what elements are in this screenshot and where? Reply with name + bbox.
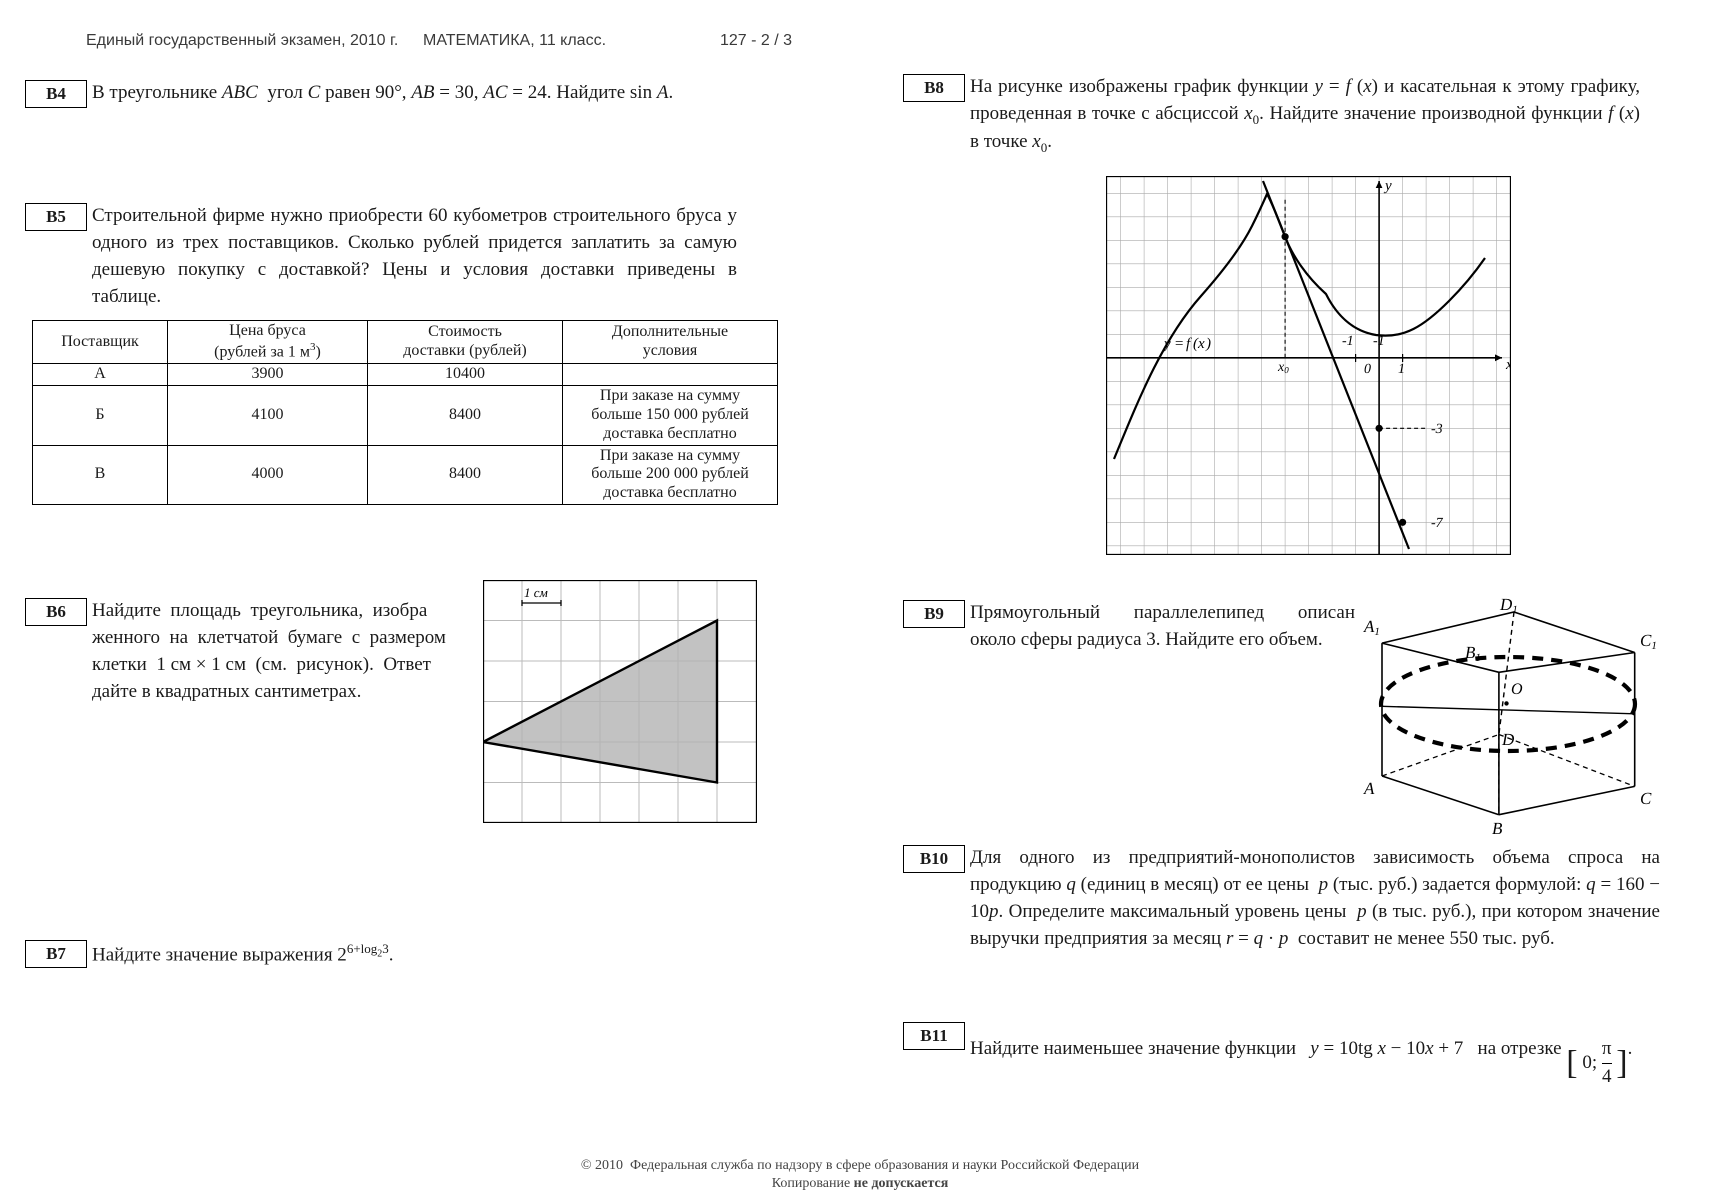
svg-text:y: y: [1162, 336, 1171, 352]
svg-text:1 см: 1 см: [524, 585, 548, 600]
svg-text:-7: -7: [1431, 516, 1444, 531]
svg-text:B: B: [1492, 819, 1503, 838]
svg-text:x: x: [1197, 336, 1205, 352]
svg-text:C1: C1: [1640, 631, 1657, 652]
svg-text:x0: x0: [1277, 360, 1289, 375]
svg-text:D: D: [1501, 730, 1515, 749]
svg-text:A: A: [1363, 779, 1375, 798]
svg-text:x: x: [1505, 357, 1511, 373]
svg-text:D1: D1: [1499, 595, 1518, 616]
svg-text:y: y: [1383, 178, 1392, 194]
svg-text:C: C: [1640, 789, 1652, 808]
svg-text:O: O: [1511, 681, 1523, 698]
svg-text:-3: -3: [1431, 422, 1443, 437]
svg-text:B1: B1: [1465, 643, 1481, 664]
svg-text:-1: -1: [1342, 334, 1354, 349]
svg-text:=: =: [1174, 336, 1184, 352]
svg-text:1: 1: [1398, 362, 1405, 377]
svg-text:0: 0: [1364, 362, 1371, 377]
svg-text:): ): [1205, 336, 1211, 352]
svg-text:A1: A1: [1363, 617, 1380, 638]
